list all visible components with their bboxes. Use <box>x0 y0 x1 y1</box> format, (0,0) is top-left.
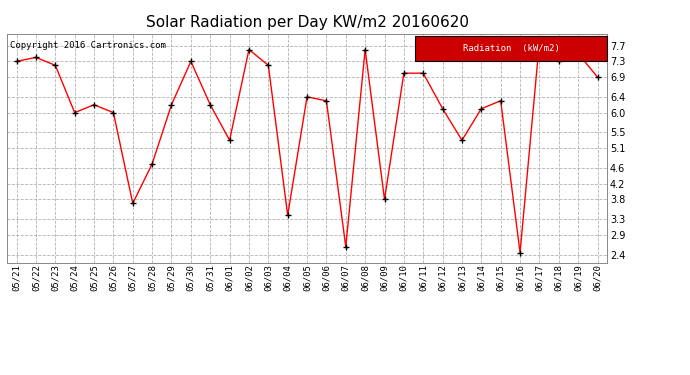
FancyBboxPatch shape <box>415 36 607 61</box>
Title: Solar Radiation per Day KW/m2 20160620: Solar Radiation per Day KW/m2 20160620 <box>146 15 469 30</box>
Text: Radiation  (kW/m2): Radiation (kW/m2) <box>463 44 560 53</box>
Text: Copyright 2016 Cartronics.com: Copyright 2016 Cartronics.com <box>10 40 166 50</box>
